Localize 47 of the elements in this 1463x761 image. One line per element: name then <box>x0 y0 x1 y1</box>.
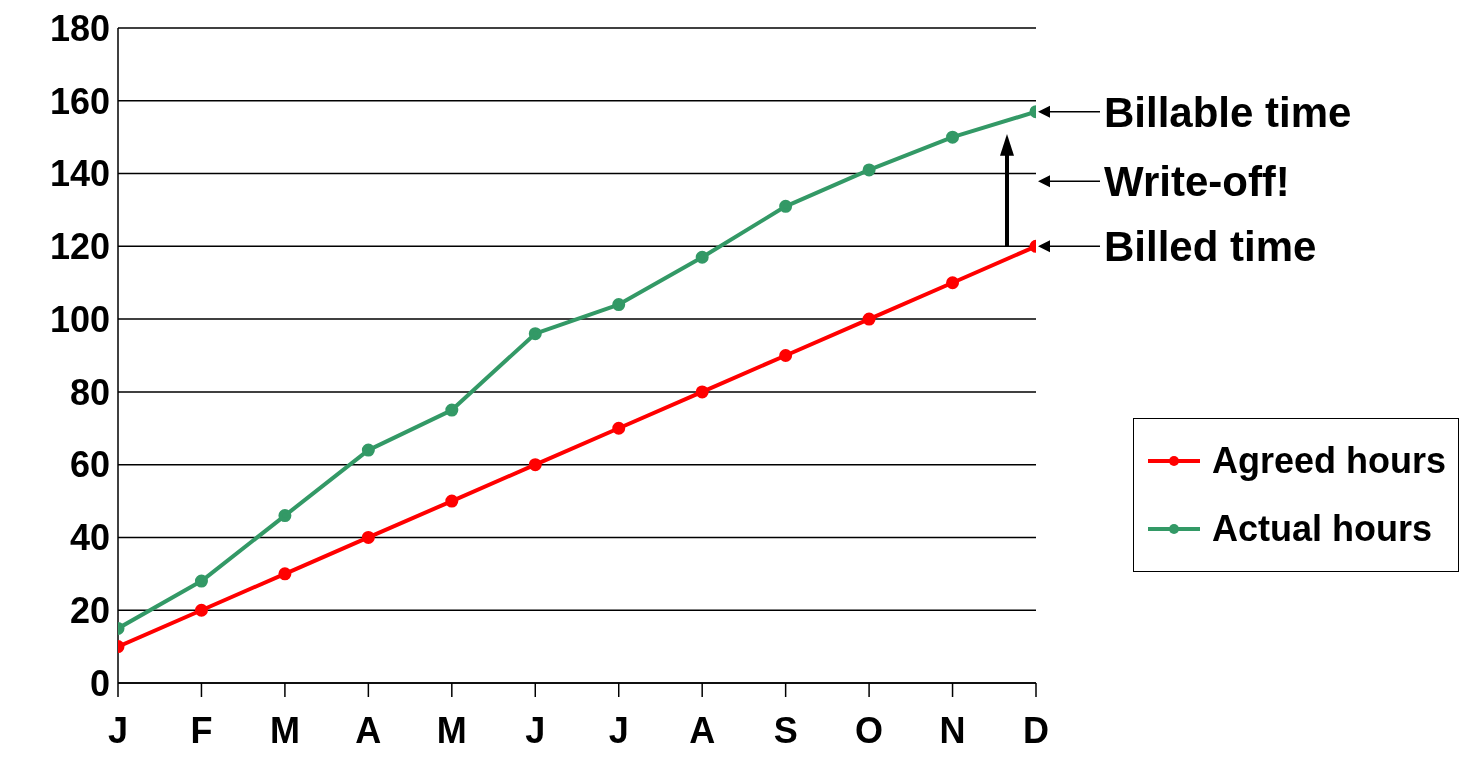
point <box>278 567 292 581</box>
y-tick-label: 120 <box>49 226 110 268</box>
annotation: Billed time <box>1104 223 1317 271</box>
x-tick-label: M <box>269 709 300 751</box>
x-tick-label: O <box>855 709 884 751</box>
point <box>528 327 542 341</box>
x-tick-label: J <box>525 709 546 751</box>
x-tick-label: D <box>1023 709 1049 751</box>
x-tick-label: J <box>608 709 629 751</box>
y-tick-label: 100 <box>49 298 110 340</box>
legend-label: Agreed hours <box>1211 439 1446 483</box>
point <box>194 574 208 588</box>
point <box>862 163 876 177</box>
y-tick-label: 160 <box>49 80 110 122</box>
point <box>361 530 375 544</box>
point <box>612 298 626 312</box>
x-tick-label: M <box>436 709 467 751</box>
x-tick-label: A <box>689 709 716 751</box>
point <box>278 509 292 523</box>
x-tick-label: J <box>107 709 129 751</box>
y-tick-label: 0 <box>89 662 110 704</box>
point <box>946 276 960 290</box>
legend-label: Actual hours <box>1211 507 1432 551</box>
point <box>779 199 793 213</box>
y-tick-label: 180 <box>49 7 110 49</box>
point <box>194 603 208 617</box>
point <box>612 421 626 435</box>
point <box>361 443 375 457</box>
x-tick-label: F <box>190 709 213 751</box>
text: Write-off! <box>1104 158 1290 206</box>
y-tick-label: 140 <box>49 153 110 195</box>
y-tick-label: 60 <box>69 444 110 486</box>
x-tick-label: A <box>355 709 382 751</box>
point <box>779 349 793 362</box>
y-tick-label: 40 <box>69 517 110 559</box>
point <box>695 250 709 264</box>
x-tick-label: N <box>939 709 966 751</box>
x-tick-label: S <box>773 709 798 751</box>
point <box>695 385 709 399</box>
point <box>862 312 876 326</box>
point <box>445 403 459 417</box>
y-tick-label: 80 <box>69 371 110 413</box>
point <box>946 130 960 144</box>
point <box>445 494 459 508</box>
point <box>528 458 542 472</box>
y-tick-label: 20 <box>69 590 110 631</box>
annotation: Billable time <box>1104 88 1352 136</box>
